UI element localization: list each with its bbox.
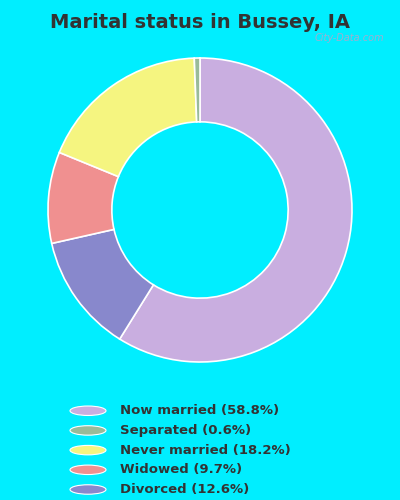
Text: Marital status in Bussey, IA: Marital status in Bussey, IA (50, 12, 350, 32)
Wedge shape (194, 58, 200, 122)
Circle shape (70, 406, 106, 415)
Wedge shape (120, 58, 352, 362)
Circle shape (70, 446, 106, 455)
Circle shape (70, 485, 106, 494)
Text: Never married (18.2%): Never married (18.2%) (120, 444, 291, 456)
Wedge shape (59, 58, 197, 176)
Wedge shape (52, 230, 154, 339)
Text: Now married (58.8%): Now married (58.8%) (120, 404, 279, 417)
Circle shape (70, 465, 106, 474)
Text: Divorced (12.6%): Divorced (12.6%) (120, 483, 249, 496)
Text: Widowed (9.7%): Widowed (9.7%) (120, 464, 242, 476)
Text: City-Data.com: City-Data.com (315, 34, 384, 43)
Text: Separated (0.6%): Separated (0.6%) (120, 424, 251, 437)
Circle shape (70, 426, 106, 435)
Wedge shape (48, 152, 118, 244)
